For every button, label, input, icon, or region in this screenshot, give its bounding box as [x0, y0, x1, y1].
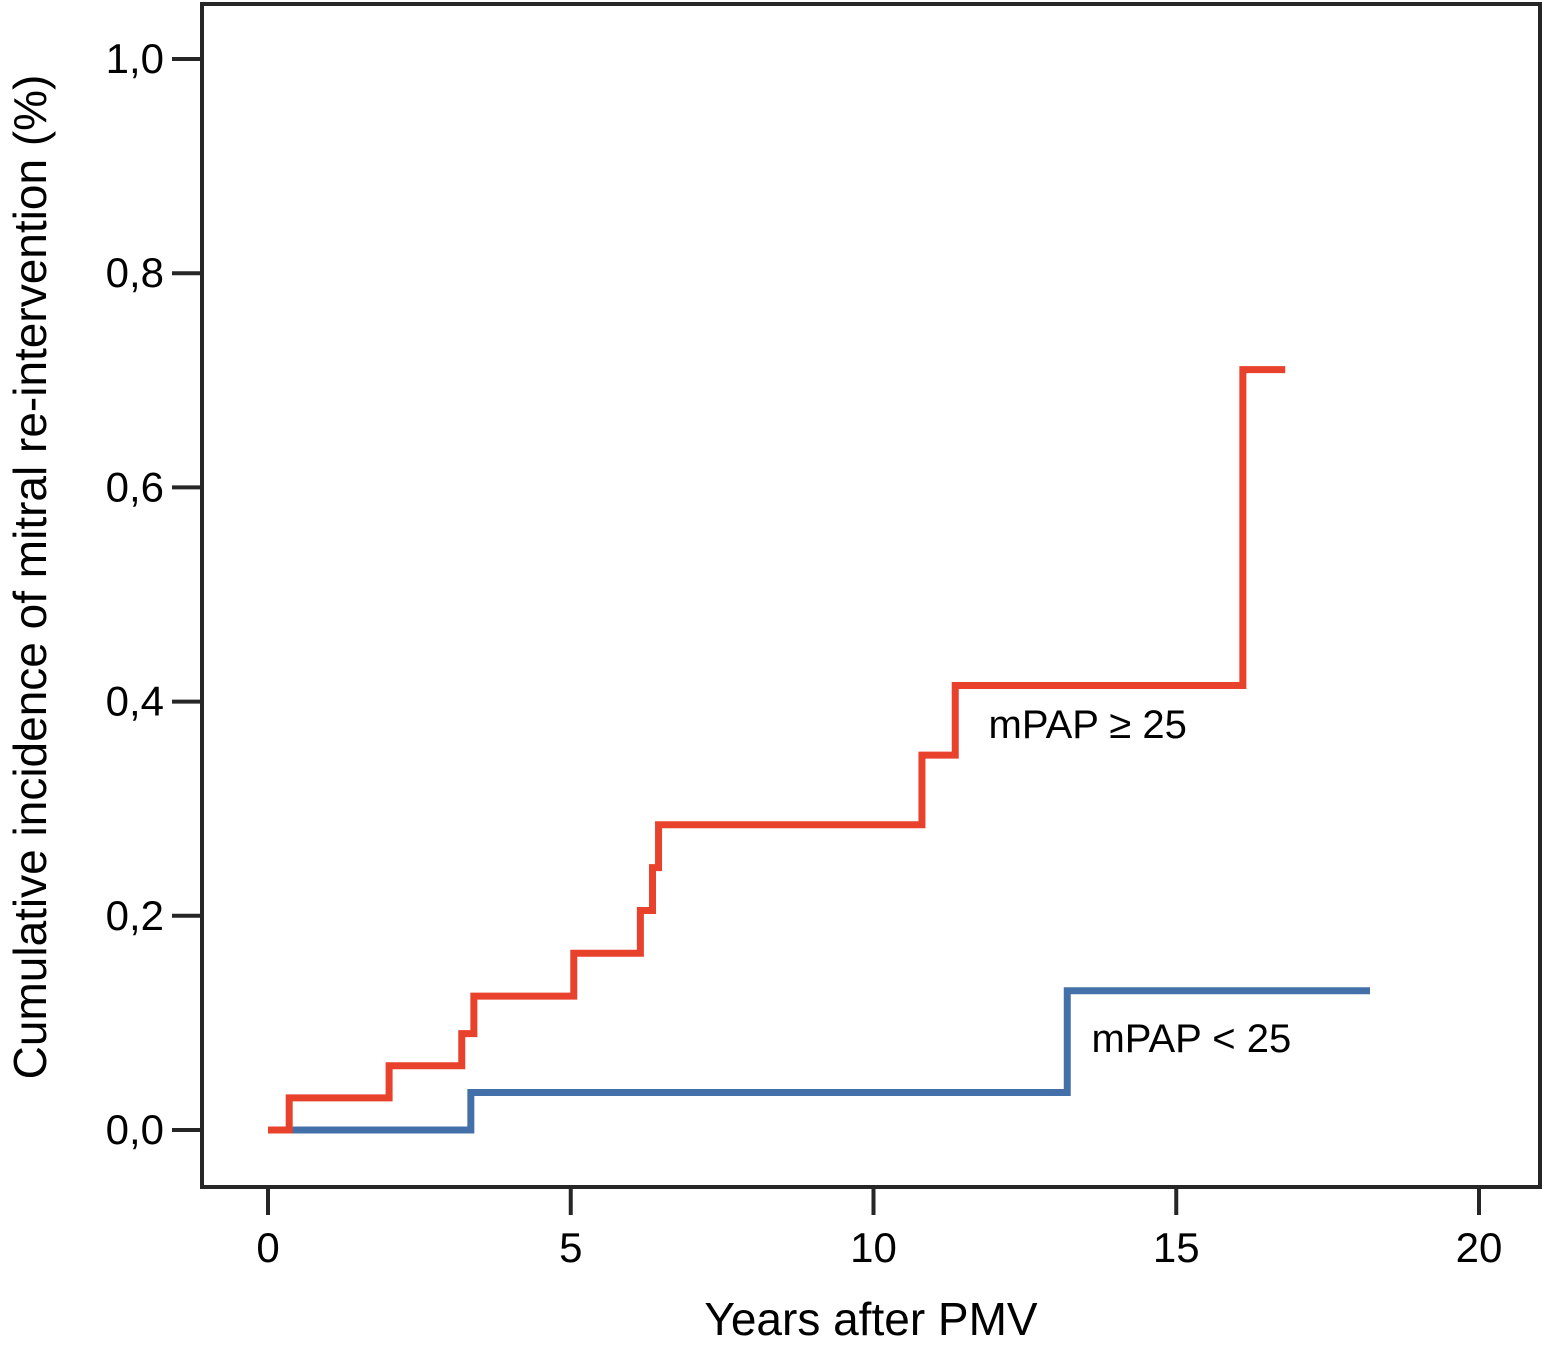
series-curve-mpap-lt-25	[268, 987, 1371, 1134]
series-curve-mpap-ge-25	[268, 366, 1286, 1134]
x-tick-label: 0	[256, 1224, 279, 1271]
y-tick-label: 1,0	[106, 35, 164, 82]
series-curves	[268, 366, 1371, 1134]
y-tick-label: 0,8	[106, 249, 164, 296]
x-tick-label: 5	[559, 1224, 582, 1271]
y-axis-title: Cumulative incidence of mitral re-interv…	[4, 75, 56, 1080]
y-tick-label: 0,6	[106, 463, 164, 510]
y-tick-label: 0,4	[106, 678, 164, 725]
curve-labels: mPAP ≥ 25 mPAP < 25	[989, 703, 1292, 1061]
x-axis-ticks: 0 5 10 15 20	[256, 1187, 1502, 1271]
x-tick-label: 15	[1153, 1224, 1200, 1271]
curve-label-mpap-ge-25: mPAP ≥ 25	[989, 703, 1187, 747]
curve-label-mpap-lt-25: mPAP < 25	[1091, 1017, 1291, 1061]
y-tick-label: 0,0	[106, 1106, 164, 1153]
x-tick-label: 20	[1456, 1224, 1503, 1271]
y-tick-label: 0,2	[106, 892, 164, 939]
x-axis-title: Years after PMV	[704, 1293, 1038, 1342]
x-tick-label: 10	[850, 1224, 897, 1271]
y-axis-ticks: 0,0 0,2 0,4 0,6 0,8 1,0	[106, 35, 202, 1153]
plot-frame	[200, 2, 1542, 1189]
